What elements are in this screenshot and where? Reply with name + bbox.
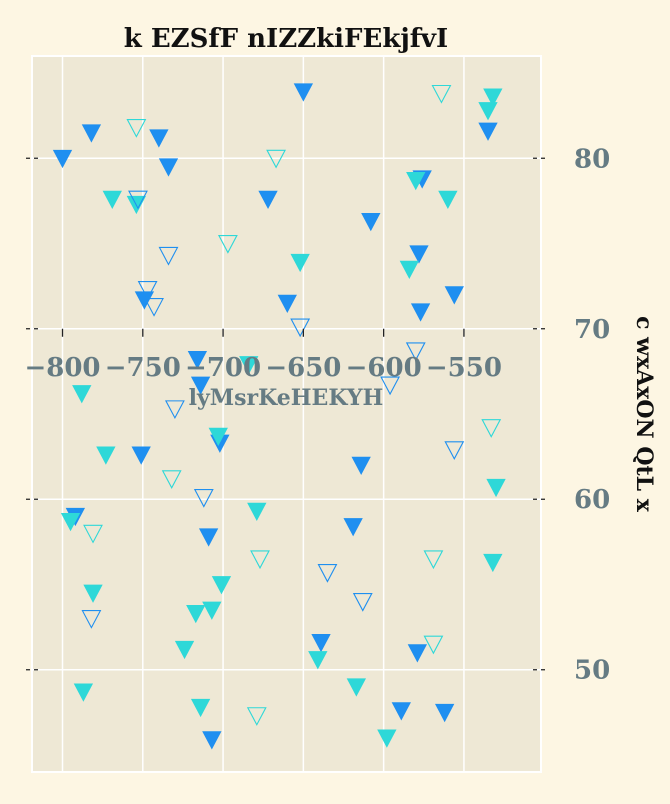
data-point: [239, 356, 259, 375]
data-point: [193, 488, 214, 508]
data-point: [308, 651, 328, 670]
data-point: [409, 245, 429, 264]
plot-area: [31, 55, 542, 773]
data-point: [164, 400, 185, 420]
data-point: [83, 524, 103, 544]
y-tick-label: 50: [574, 656, 610, 686]
x-tick-label: −800: [24, 353, 100, 383]
data-point: [343, 518, 363, 537]
data-point: [190, 698, 211, 718]
data-point: [277, 294, 297, 314]
data-point: [137, 281, 158, 300]
chart-title: k EZSfF nIZZkiFEkjfvI: [124, 24, 448, 54]
x-tick-label: −600: [346, 353, 422, 383]
data-point: [423, 550, 444, 570]
data-point: [158, 246, 179, 266]
data-point: [202, 731, 222, 750]
x-axis-ticks: −800 −750 −700 −650 −600 −550: [24, 328, 502, 383]
data-point: [73, 683, 94, 702]
data-point: [144, 298, 164, 317]
data-point: [250, 550, 270, 570]
data-point: [478, 102, 498, 121]
y-tick-label: 70: [574, 315, 610, 345]
data-point: [410, 303, 431, 322]
data-point: [346, 678, 367, 697]
data-point: [380, 376, 400, 396]
data-point: [351, 456, 371, 475]
data-point: [407, 644, 428, 663]
x-axis-label: lyMsrKeHEKYH: [189, 385, 384, 411]
data-point: [81, 124, 102, 143]
data-point: [126, 119, 147, 138]
data-point: [311, 634, 331, 653]
data-point: [83, 584, 103, 603]
data-point: [72, 385, 92, 404]
data-point: [149, 129, 169, 148]
data-points: [52, 83, 506, 750]
data-point: [438, 190, 458, 210]
x-tick-label: −550: [426, 353, 502, 383]
data-point: [208, 427, 228, 447]
data-point: [52, 149, 73, 169]
data-point: [217, 234, 238, 254]
data-point: [399, 260, 419, 279]
x-tick-label: −750: [105, 353, 181, 383]
data-point: [391, 702, 411, 721]
y-axis-label: c wxAxON QtL x: [631, 316, 657, 513]
x-tick-label: −700: [185, 353, 261, 383]
data-point: [161, 470, 182, 489]
data-point: [246, 707, 267, 726]
data-point: [96, 446, 116, 465]
data-point: [131, 446, 151, 465]
data-point: [317, 563, 338, 583]
grid: [32, 56, 541, 772]
data-point: [434, 703, 455, 723]
data-point: [187, 351, 208, 370]
data-point: [102, 190, 122, 210]
data-point: [211, 576, 232, 595]
data-point: [81, 610, 102, 629]
data-point: [483, 553, 503, 573]
data-point: [444, 441, 465, 460]
data-point: [258, 190, 278, 210]
data-point: [405, 342, 426, 362]
data-point: [406, 172, 426, 191]
data-point: [158, 158, 179, 177]
data-point: [190, 376, 211, 395]
data-point: [290, 318, 311, 338]
data-point: [186, 605, 206, 624]
data-point: [352, 592, 373, 612]
data-point: [423, 635, 444, 655]
data-point: [478, 122, 498, 141]
y-tick-label: 80: [574, 144, 610, 174]
x-tick-label: −650: [265, 353, 341, 383]
data-point: [361, 212, 381, 232]
data-point: [128, 190, 148, 210]
data-point: [486, 478, 506, 498]
data-point: [202, 601, 222, 620]
data-point: [431, 84, 452, 104]
data-point: [266, 149, 286, 169]
data-point: [377, 729, 397, 748]
data-point: [174, 640, 195, 660]
data-point: [290, 253, 310, 273]
data-point: [483, 88, 503, 107]
data-point: [481, 419, 502, 438]
data-point: [60, 513, 81, 532]
y-axis-ticks: 50 60 70 80: [26, 144, 610, 686]
data-point: [198, 528, 219, 547]
data-point: [247, 502, 267, 522]
y-tick-label: 60: [574, 485, 610, 515]
data-point: [444, 286, 464, 305]
data-point: [293, 83, 314, 102]
